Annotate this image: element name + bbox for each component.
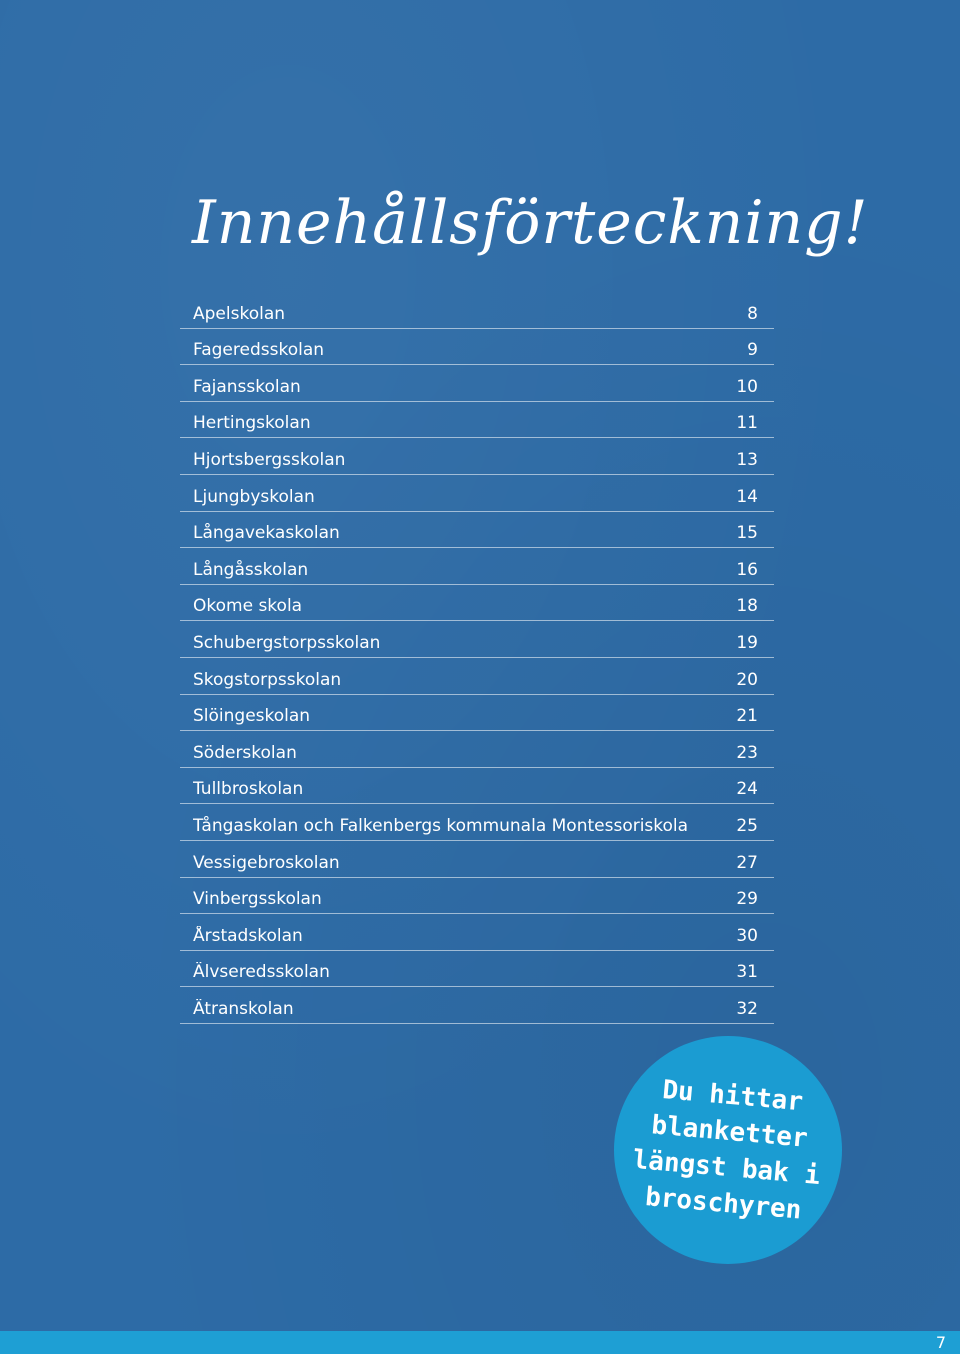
toc-entry-name: Hjortsbergsskolan: [193, 449, 346, 470]
toc-entry-page: 32: [736, 998, 758, 1019]
toc-entry: Apelskolan 8: [180, 292, 774, 329]
toc-entry-page: 25: [736, 815, 758, 836]
toc-entry: Hertingskolan 11: [180, 402, 774, 439]
toc-entry: Söderskolan 23: [180, 731, 774, 768]
toc-entry: Vinbergsskolan 29: [180, 878, 774, 915]
toc-entry: Tullbroskolan 24: [180, 768, 774, 805]
toc-entry-page: 30: [736, 925, 758, 946]
toc-entry-page: 14: [736, 486, 758, 507]
toc-entry-page: 29: [736, 889, 758, 910]
toc-entry-name: Slöingeskolan: [193, 706, 311, 727]
toc-entry-page: 18: [736, 596, 758, 617]
toc-entry: Fajansskolan 10: [180, 365, 774, 402]
toc-entry-name: Tullbroskolan: [193, 779, 304, 800]
toc-entry: Ljungbyskolan 14: [180, 475, 774, 512]
info-badge: Du hittar blanketter längst bak i broschyre…: [614, 1036, 842, 1264]
toc-entry-name: Vinbergsskolan: [193, 889, 322, 910]
footer-bar: 7: [0, 1331, 960, 1354]
toc-entry: Schubergstorpsskolan 19: [180, 621, 774, 658]
toc-entry: Skogstorpsskolan 20: [180, 658, 774, 695]
toc-entry: Vessigebroskolan 27: [180, 841, 774, 878]
toc-entry-name: Skogstorpsskolan: [193, 669, 342, 690]
toc-entry-page: 19: [736, 632, 758, 653]
info-badge-text: Du hittar blanketter längst bak i broschyre…: [604, 1026, 851, 1273]
toc-entry-name: Fageredsskolan: [193, 340, 325, 361]
toc-entry-page: 13: [736, 449, 758, 470]
toc-entry-name: Långavekaskolan: [193, 523, 340, 544]
toc-entry: Hjortsbergsskolan 13: [180, 438, 774, 475]
toc-entry-page: 31: [736, 962, 758, 983]
table-of-contents: Apelskolan 8 Fageredsskolan 9 Fajansskolan 10…: [180, 292, 774, 1024]
toc-entry-page: 15: [736, 523, 758, 544]
toc-entry-name: Apelskolan: [193, 303, 286, 324]
toc-entry-name: Fajansskolan: [193, 376, 301, 397]
toc-entry: Långåsskolan 16: [180, 548, 774, 585]
toc-entry-name: Okome skola: [193, 596, 303, 617]
toc-entry-name: Ätranskolan: [193, 998, 294, 1019]
page-title: Innehållsförteckning!: [192, 188, 869, 258]
toc-entry: Slöingeskolan 21: [180, 695, 774, 732]
toc-entry-name: Ljungbyskolan: [193, 486, 315, 507]
page-number: 7: [935, 1333, 946, 1352]
toc-entry: Okome skola 18: [180, 585, 774, 622]
toc-entry: Ätranskolan 32: [180, 987, 774, 1024]
toc-entry-name: Vessigebroskolan: [193, 852, 340, 873]
toc-entry-page: 10: [736, 376, 758, 397]
toc-entry-page: 11: [736, 413, 758, 434]
toc-entry-name: Årstadskolan: [193, 925, 303, 946]
toc-entry-page: 23: [736, 742, 758, 763]
toc-entry-page: 16: [736, 559, 758, 580]
toc-entry: Årstadskolan 30: [180, 914, 774, 951]
toc-entry: Älvseredsskolan 31: [180, 951, 774, 988]
toc-entry-page: 21: [736, 706, 758, 727]
toc-entry: Fageredsskolan 9: [180, 329, 774, 366]
toc-entry-name: Schubergstorpsskolan: [193, 632, 381, 653]
toc-entry: Långavekaskolan 15: [180, 512, 774, 549]
toc-entry: Tångaskolan och Falkenbergs kommunala Mo…: [180, 804, 774, 841]
toc-entry-name: Långåsskolan: [193, 559, 309, 580]
toc-entry-name: Älvseredsskolan: [193, 962, 330, 983]
toc-entry-name: Hertingskolan: [193, 413, 311, 434]
toc-entry-page: 20: [736, 669, 758, 690]
toc-entry-page: 27: [736, 852, 758, 873]
toc-entry-page: 24: [736, 779, 758, 800]
toc-entry-name: Söderskolan: [193, 742, 297, 763]
toc-entry-name: Tångaskolan och Falkenbergs kommunala Mo…: [193, 815, 689, 836]
toc-entry-page: 8: [747, 303, 758, 324]
toc-entry-page: 9: [747, 340, 758, 361]
